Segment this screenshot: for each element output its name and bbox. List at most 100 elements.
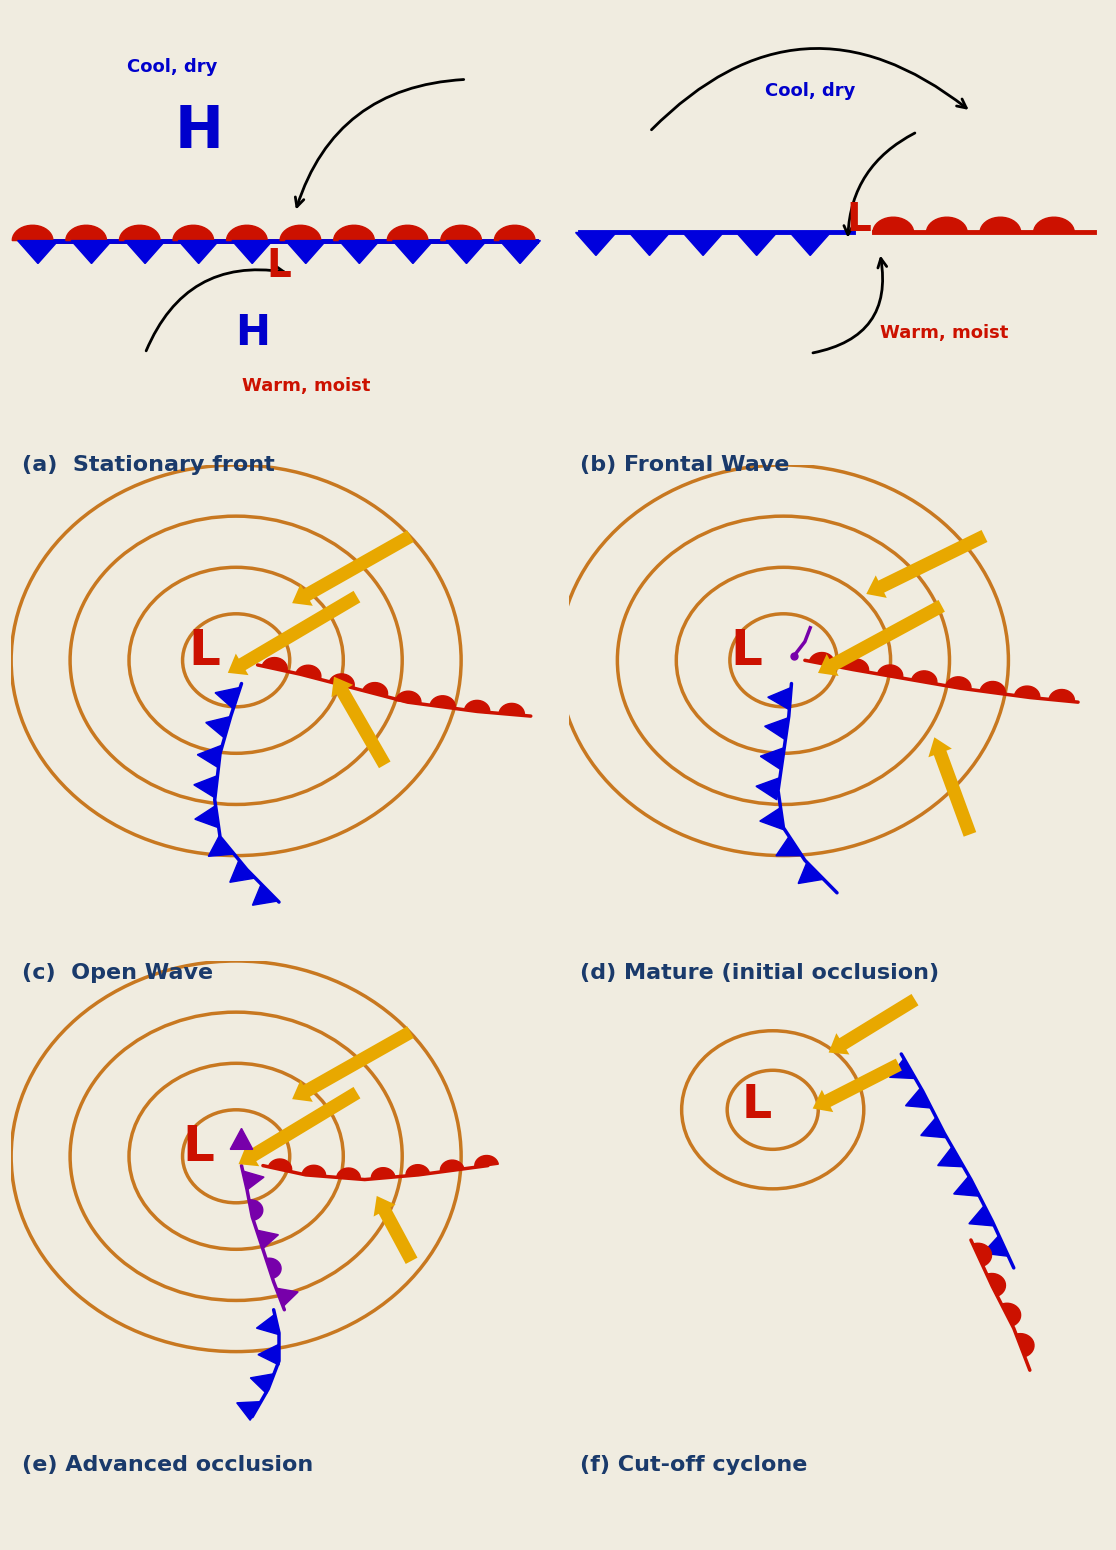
Polygon shape: [337, 1169, 360, 1180]
Polygon shape: [276, 1288, 298, 1307]
Polygon shape: [230, 862, 256, 882]
Polygon shape: [329, 674, 354, 688]
Polygon shape: [809, 653, 835, 666]
Text: (d) Mature (initial occlusion): (d) Mature (initial occlusion): [580, 964, 940, 983]
Polygon shape: [980, 217, 1021, 232]
Polygon shape: [926, 217, 968, 232]
Polygon shape: [905, 1088, 932, 1108]
Polygon shape: [395, 691, 421, 704]
Polygon shape: [119, 225, 160, 240]
Polygon shape: [302, 1166, 326, 1176]
Polygon shape: [250, 1373, 275, 1393]
Polygon shape: [18, 240, 58, 264]
Polygon shape: [683, 232, 723, 256]
Text: (a)  Stationary front: (a) Stationary front: [22, 456, 275, 474]
Polygon shape: [179, 240, 219, 264]
Polygon shape: [268, 1159, 291, 1172]
Polygon shape: [230, 1128, 252, 1150]
Polygon shape: [446, 240, 487, 264]
Polygon shape: [756, 778, 780, 800]
Polygon shape: [257, 1231, 278, 1249]
Polygon shape: [393, 240, 433, 264]
Text: H: H: [174, 104, 223, 160]
Text: L: L: [730, 628, 762, 674]
Polygon shape: [973, 1243, 991, 1266]
Text: L: L: [267, 246, 291, 285]
Polygon shape: [937, 1147, 963, 1167]
Polygon shape: [252, 883, 278, 905]
Polygon shape: [266, 1259, 281, 1279]
Polygon shape: [334, 225, 374, 240]
Polygon shape: [363, 682, 387, 698]
Polygon shape: [262, 657, 287, 671]
Polygon shape: [286, 240, 326, 264]
Polygon shape: [280, 225, 320, 240]
Polygon shape: [499, 704, 525, 716]
Polygon shape: [195, 806, 219, 828]
Polygon shape: [760, 808, 783, 829]
Polygon shape: [987, 1274, 1006, 1296]
Polygon shape: [249, 1200, 262, 1220]
Polygon shape: [441, 1159, 464, 1172]
Polygon shape: [1014, 687, 1040, 699]
Polygon shape: [1001, 1304, 1021, 1325]
Text: H: H: [234, 312, 270, 355]
Polygon shape: [844, 659, 868, 673]
Polygon shape: [889, 1059, 915, 1079]
Text: Warm, moist: Warm, moist: [241, 377, 371, 395]
Polygon shape: [258, 1344, 279, 1366]
Polygon shape: [173, 225, 213, 240]
Polygon shape: [71, 240, 112, 264]
Polygon shape: [215, 687, 240, 708]
Polygon shape: [441, 225, 481, 240]
Polygon shape: [430, 696, 455, 708]
Polygon shape: [776, 837, 802, 856]
Polygon shape: [227, 225, 267, 240]
Text: Cool, dry: Cool, dry: [766, 82, 855, 101]
Polygon shape: [980, 682, 1006, 694]
Polygon shape: [945, 677, 971, 690]
Polygon shape: [983, 1235, 1009, 1256]
Polygon shape: [1033, 217, 1075, 232]
Polygon shape: [194, 775, 218, 798]
Polygon shape: [954, 1176, 980, 1197]
Polygon shape: [339, 240, 379, 264]
Polygon shape: [372, 1167, 395, 1180]
Polygon shape: [232, 240, 272, 264]
Text: L: L: [183, 1124, 214, 1170]
Polygon shape: [760, 747, 785, 770]
Polygon shape: [576, 232, 616, 256]
Polygon shape: [387, 225, 427, 240]
Polygon shape: [912, 671, 937, 684]
Polygon shape: [243, 1170, 264, 1190]
Polygon shape: [209, 835, 234, 856]
Polygon shape: [1016, 1333, 1033, 1356]
Polygon shape: [921, 1118, 946, 1138]
Polygon shape: [296, 665, 321, 679]
Polygon shape: [237, 1401, 261, 1420]
Polygon shape: [737, 232, 777, 256]
Polygon shape: [406, 1164, 430, 1176]
Polygon shape: [500, 240, 540, 264]
Text: Cool, dry: Cool, dry: [127, 59, 217, 76]
Polygon shape: [969, 1206, 994, 1226]
Polygon shape: [1049, 690, 1075, 702]
Polygon shape: [764, 718, 789, 739]
Polygon shape: [464, 701, 490, 713]
Text: (c)  Open Wave: (c) Open Wave: [22, 964, 213, 983]
Polygon shape: [12, 225, 52, 240]
Polygon shape: [790, 232, 830, 256]
Polygon shape: [125, 240, 165, 264]
Text: (b) Frontal Wave: (b) Frontal Wave: [580, 456, 790, 474]
Polygon shape: [494, 225, 535, 240]
Polygon shape: [198, 746, 221, 767]
Text: L: L: [742, 1082, 771, 1128]
Text: (f) Cut-off cyclone: (f) Cut-off cyclone: [580, 1455, 808, 1474]
Polygon shape: [798, 862, 824, 883]
Polygon shape: [629, 232, 670, 256]
Polygon shape: [205, 716, 231, 738]
Text: (e) Advanced occlusion: (e) Advanced occlusion: [22, 1455, 314, 1474]
Text: L: L: [189, 628, 220, 674]
Polygon shape: [768, 688, 791, 710]
Polygon shape: [474, 1155, 499, 1167]
